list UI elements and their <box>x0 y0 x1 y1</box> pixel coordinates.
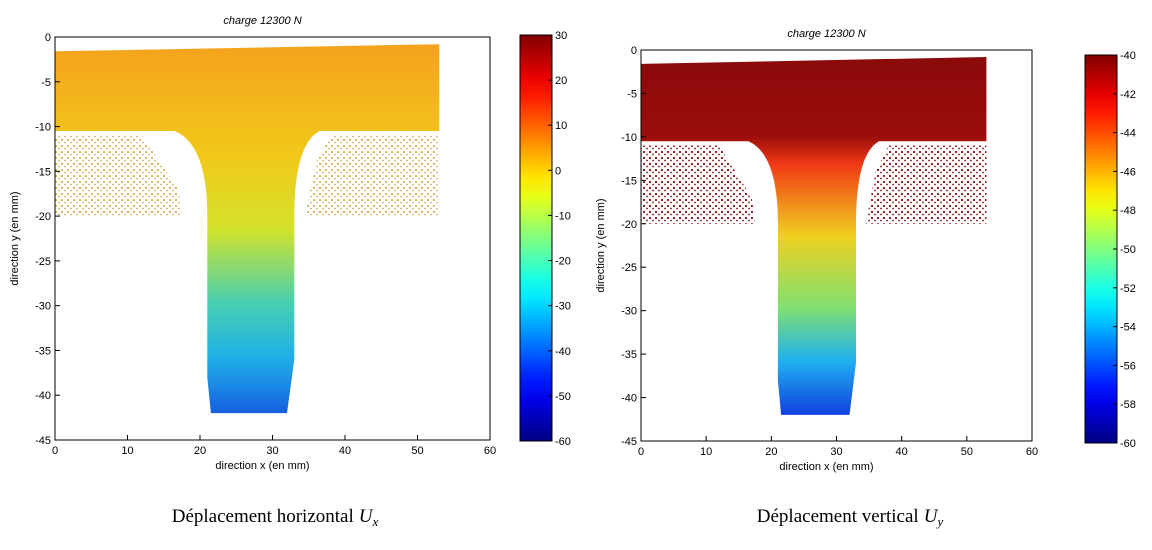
colorbar-tick-label: -56 <box>1120 360 1136 372</box>
y-tick-label: -20 <box>621 219 637 231</box>
y-tick-label: 0 <box>45 32 51 44</box>
y-tick-label: -45 <box>35 435 51 447</box>
y-axis-label: direction y (en mm) <box>9 191 21 285</box>
colorbar-tick-label: -50 <box>1120 244 1136 256</box>
y-tick-label: -30 <box>35 301 51 313</box>
colorbar-tick-label: -40 <box>1120 50 1136 62</box>
x-tick-label: 60 <box>484 445 496 457</box>
y-tick-label: -35 <box>621 349 637 361</box>
x-tick-label: 10 <box>700 446 712 458</box>
y-tick-label: -15 <box>621 175 637 187</box>
colorbar-tick-label: -40 <box>555 346 571 358</box>
y-axis-label: direction y (en mm) <box>595 198 607 292</box>
x-tick-label: 10 <box>121 445 133 457</box>
colorbar-tick-label: 30 <box>555 30 567 42</box>
y-tick-label: -45 <box>621 436 637 448</box>
x-tick-label: 60 <box>1026 446 1038 458</box>
x-tick-label: 30 <box>266 445 278 457</box>
caption-text: Déplacement vertical <box>757 506 919 527</box>
colorbar-tick-label: -10 <box>555 210 571 222</box>
colorbar-tick-label: -20 <box>555 256 571 268</box>
colorbar-tick-label: -44 <box>1120 128 1136 140</box>
y-tick-label: -40 <box>621 393 637 405</box>
x-tick-label: 50 <box>411 445 423 457</box>
x-axis-label: direction x (en mm) <box>779 461 873 473</box>
y-tick-label: 0 <box>631 45 637 57</box>
y-tick-label: -35 <box>35 345 51 357</box>
y-tick-label: -20 <box>35 211 51 223</box>
x-tick-label: 20 <box>765 446 777 458</box>
colorbar-tick-label: 10 <box>555 120 567 132</box>
y-tick-label: -40 <box>35 390 51 402</box>
x-tick-label: 40 <box>339 445 351 457</box>
colorbar-tick-label: -54 <box>1120 322 1136 334</box>
x-tick-label: 30 <box>830 446 842 458</box>
colorbar-tick-label: -46 <box>1120 166 1136 178</box>
y-tick-label: -15 <box>35 166 51 178</box>
colorbar-tick-label: -50 <box>555 391 571 403</box>
colorbar-tick-label: 0 <box>555 165 561 177</box>
colorbar-tick-label: -52 <box>1120 283 1136 295</box>
caption: Déplacement horizontal Ux <box>172 506 379 529</box>
speckle-region <box>641 145 755 224</box>
displacement-field <box>641 57 987 415</box>
y-tick-label: -5 <box>41 77 51 89</box>
y-tick-label: -30 <box>621 306 637 318</box>
x-tick-label: 0 <box>52 445 58 457</box>
y-tick-label: -25 <box>621 262 637 274</box>
y-tick-label: -10 <box>621 132 637 144</box>
chart-title: charge 12300 N <box>787 28 865 40</box>
x-tick-label: 40 <box>896 446 908 458</box>
caption: Déplacement vertical Uy <box>757 506 944 529</box>
caption-text: Déplacement horizontal <box>172 506 354 527</box>
x-tick-label: 20 <box>194 445 206 457</box>
colorbar <box>519 34 553 442</box>
colorbar-tick-label: -58 <box>1120 399 1136 411</box>
chart-title: charge 12300 N <box>223 15 301 27</box>
colorbar-tick-label: -60 <box>555 436 571 448</box>
x-axis-label: direction x (en mm) <box>215 460 309 472</box>
y-tick-label: -5 <box>627 88 637 100</box>
caption-symbol: U <box>924 506 939 527</box>
x-tick-label: 0 <box>638 446 644 458</box>
speckle-region <box>865 145 987 224</box>
colorbar-tick-label: -48 <box>1120 205 1136 217</box>
colorbar-tick-label: -60 <box>1120 438 1136 450</box>
caption-subscript: y <box>935 514 943 529</box>
speckle-region <box>55 135 182 217</box>
colorbar <box>1084 54 1118 444</box>
colorbar-tick-label: 20 <box>555 75 567 87</box>
displacement-field <box>55 44 440 414</box>
caption-symbol: U <box>359 506 374 527</box>
x-tick-label: 50 <box>961 446 973 458</box>
y-tick-label: -10 <box>35 122 51 134</box>
colorbar-tick-label: -30 <box>555 301 571 313</box>
speckle-region <box>305 135 440 217</box>
caption-subscript: x <box>371 514 378 529</box>
colorbar-tick-label: -42 <box>1120 89 1136 101</box>
y-tick-label: -25 <box>35 256 51 268</box>
